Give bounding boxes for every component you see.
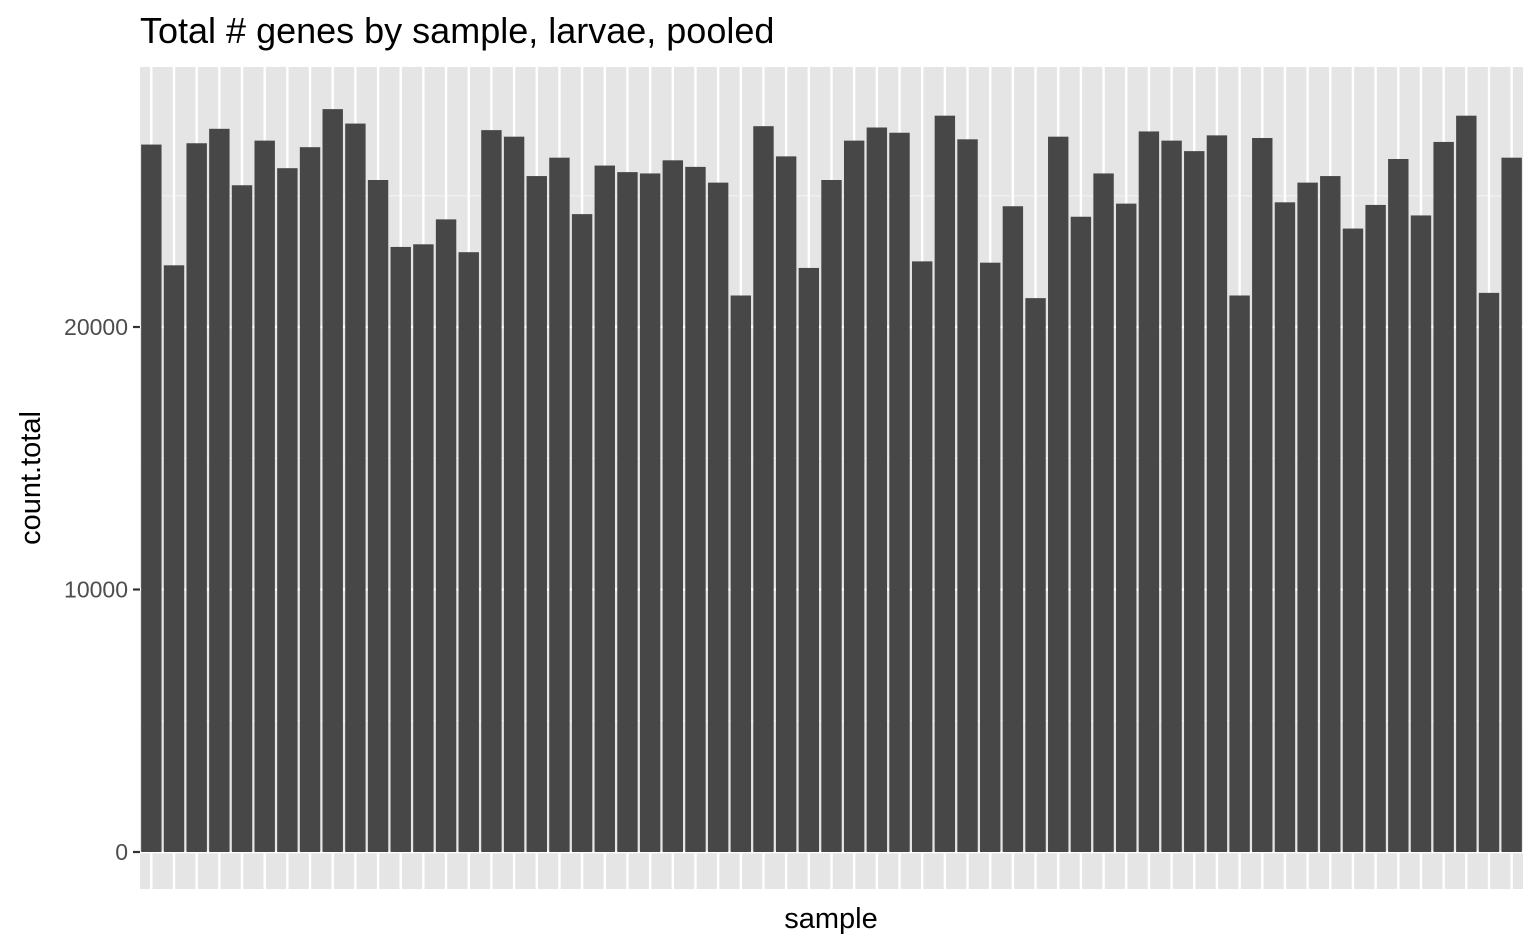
bar xyxy=(980,262,1001,852)
bar xyxy=(1070,216,1092,852)
bar xyxy=(1161,140,1182,852)
bar xyxy=(1320,176,1341,852)
bar xyxy=(1048,136,1069,852)
bar xyxy=(707,182,729,852)
bar xyxy=(526,176,547,852)
bar xyxy=(322,109,343,852)
bar xyxy=(299,147,321,852)
bar xyxy=(1456,115,1477,852)
bar xyxy=(254,140,275,852)
bar xyxy=(685,166,706,852)
bar xyxy=(163,265,185,852)
y-axis-title: count.total xyxy=(15,411,47,545)
bar xyxy=(186,143,207,852)
bar xyxy=(1478,292,1500,852)
bar xyxy=(1184,151,1205,852)
bar xyxy=(775,156,797,852)
x-axis-title: sample xyxy=(784,903,878,935)
bar xyxy=(503,136,525,852)
bar xyxy=(390,246,411,852)
bar xyxy=(843,140,865,852)
bar xyxy=(1342,228,1364,852)
bar xyxy=(571,214,593,852)
bar xyxy=(934,115,956,852)
bar xyxy=(798,267,820,852)
bar xyxy=(1206,135,1228,852)
bar xyxy=(1002,206,1024,852)
bar xyxy=(662,160,683,852)
bar xyxy=(1297,182,1318,852)
bar xyxy=(889,132,910,852)
bar xyxy=(639,173,661,852)
bar xyxy=(345,123,366,852)
bar xyxy=(957,139,978,852)
y-tick-label: 10000 xyxy=(64,577,128,603)
bar xyxy=(1501,157,1522,852)
bars xyxy=(141,109,1522,852)
bar xyxy=(730,295,752,852)
bar xyxy=(1025,298,1046,852)
bar xyxy=(753,126,774,852)
bar xyxy=(481,130,502,852)
chart-title: Total # genes by sample, larvae, pooled xyxy=(140,10,774,51)
bar xyxy=(1274,202,1296,852)
bar xyxy=(1116,203,1137,852)
bar xyxy=(1365,204,1386,852)
bar xyxy=(1093,173,1114,852)
bar xyxy=(413,244,434,852)
bar xyxy=(435,219,457,852)
bar xyxy=(1138,131,1160,852)
bar xyxy=(594,165,615,852)
y-tick-label: 20000 xyxy=(64,314,128,340)
bar xyxy=(209,128,230,852)
bar xyxy=(231,185,253,852)
bar xyxy=(141,144,162,852)
bar xyxy=(549,157,570,852)
bar xyxy=(911,261,933,852)
bar xyxy=(617,172,638,852)
y-axis: 0 10000 20000 xyxy=(64,314,140,865)
y-tick-label: 0 xyxy=(115,839,128,865)
bar xyxy=(1229,295,1250,852)
bar xyxy=(367,180,389,852)
bar xyxy=(1433,141,1454,852)
bar xyxy=(1252,138,1273,852)
bar xyxy=(1410,215,1432,852)
bar xyxy=(821,180,842,852)
bar xyxy=(866,127,888,852)
bar xyxy=(1388,159,1409,852)
bar xyxy=(277,168,298,852)
bar xyxy=(458,252,479,852)
